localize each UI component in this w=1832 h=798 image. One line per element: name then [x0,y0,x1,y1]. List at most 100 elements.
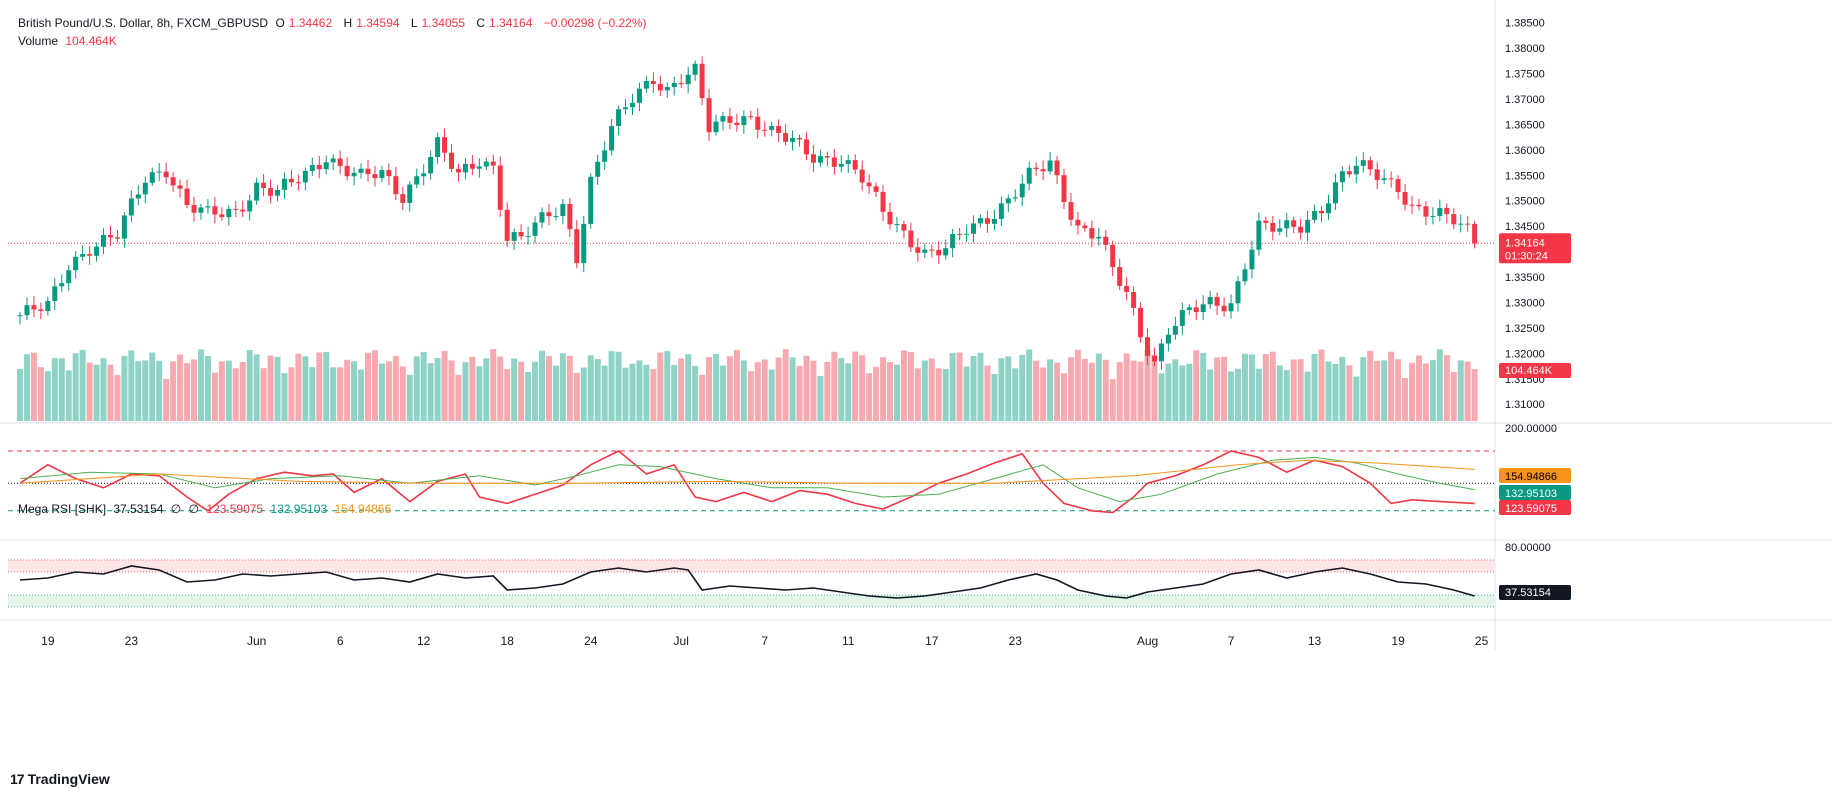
volume-bar [768,369,775,421]
volume-bar [545,356,552,421]
volume-bar [900,350,907,421]
candle-body [609,126,615,151]
candle-body [998,203,1004,219]
candle-body [567,204,573,230]
volume-bar [782,349,789,421]
volume-bar [1262,353,1269,421]
time-axis: 19 23 Jun 6 12 18 24 Jul 7 11 17 23 Aug 7 13 19 25 [41,634,1488,648]
price-tick-label: 1.38500 [1505,18,1545,30]
volume-bar [1005,356,1012,421]
volume-bar [1116,362,1123,421]
candle-body [1207,297,1213,305]
candle-body [901,224,907,231]
candle-body [449,152,455,169]
volume-bar [657,352,664,421]
candle-body [1242,269,1248,282]
volume-bar [490,349,497,421]
candle-body [643,81,649,89]
candle-body [142,182,148,195]
candle-body [1061,175,1067,203]
price-tick-label: 1.37000 [1505,94,1545,106]
price-tick-label: 1.35000 [1505,196,1545,208]
volume-bar [1304,371,1311,421]
time-tick-label: 11 [842,634,855,648]
volume-bar [51,358,58,421]
time-tick-label: Jul [674,634,689,648]
candle-body [101,235,107,247]
candle-body [692,63,698,75]
time-tick-label: 24 [584,634,598,648]
volume-bar [23,354,30,421]
symbol-title[interactable]: British Pound/U.S. Dollar, 8h, FXCM_GBPU… [18,16,269,30]
volume-bar [232,368,239,421]
candle-body [149,172,155,183]
volume-bar [469,356,476,421]
volume-bar [1144,350,1151,421]
tradingview-brand[interactable]: 17 TradingView [10,771,110,787]
volume-bar [1172,359,1179,421]
volume-bar [1297,359,1304,421]
candle-body [636,88,642,103]
candle-body [114,237,120,239]
volume-bar [991,373,998,421]
volume-bar [149,352,156,421]
volume-bar [914,368,921,421]
candle-body [1374,169,1380,181]
volume-bar [761,359,768,421]
volume-bar [316,352,323,421]
candle-body [184,188,190,205]
candle-body [1263,220,1269,223]
rsi-badge [1499,468,1571,483]
candle-body [414,176,420,185]
candle-body [1172,325,1178,335]
candle-body [1124,285,1130,292]
candle-body [428,156,434,174]
candle-body [678,83,684,85]
candle-body [991,218,997,224]
candle-body [435,137,441,157]
candle-body [1298,226,1304,233]
candle-body [1110,244,1116,268]
rsi-main-badge [1499,585,1571,600]
candle-body [1033,167,1039,170]
volume-bar [803,355,810,421]
volume-bar [893,364,900,421]
volume-bar [225,360,232,421]
volume-bar [37,367,44,421]
candle-body [80,254,86,257]
volume-bar [274,356,281,421]
candle-body [1012,197,1018,199]
volume-bar [246,349,253,421]
candle-body [741,116,747,126]
volume-bar [497,356,504,421]
volume-bar [1422,363,1429,421]
volume-bar [977,352,984,421]
candle-body [121,215,127,239]
candle-body [421,173,427,177]
indicator-name[interactable]: Mega RSI [SHK] [18,502,107,516]
candle-body [734,122,740,126]
rsi-badge [1499,500,1571,515]
candle-body [1325,203,1331,214]
candle-body [302,170,308,183]
candle-body [1346,171,1352,175]
volume-bar [121,356,128,421]
candle-body [219,214,225,218]
candle-body [1138,307,1144,338]
volume-bar [1415,355,1422,421]
volume-bar [1269,351,1276,421]
volume-bar [525,371,532,421]
volume-bar [740,360,747,421]
candle-body [1026,167,1032,184]
volume-bar [462,362,469,421]
candle-body [560,204,566,217]
volume-label[interactable]: Volume [18,34,59,48]
candle-body [1305,219,1311,233]
volume-bar [1165,363,1172,421]
high-value: 1.34594 [356,16,400,30]
candle-body [17,315,23,317]
volume-bar [1429,360,1436,421]
candle-body [135,194,141,199]
volume-bar [1241,353,1248,421]
